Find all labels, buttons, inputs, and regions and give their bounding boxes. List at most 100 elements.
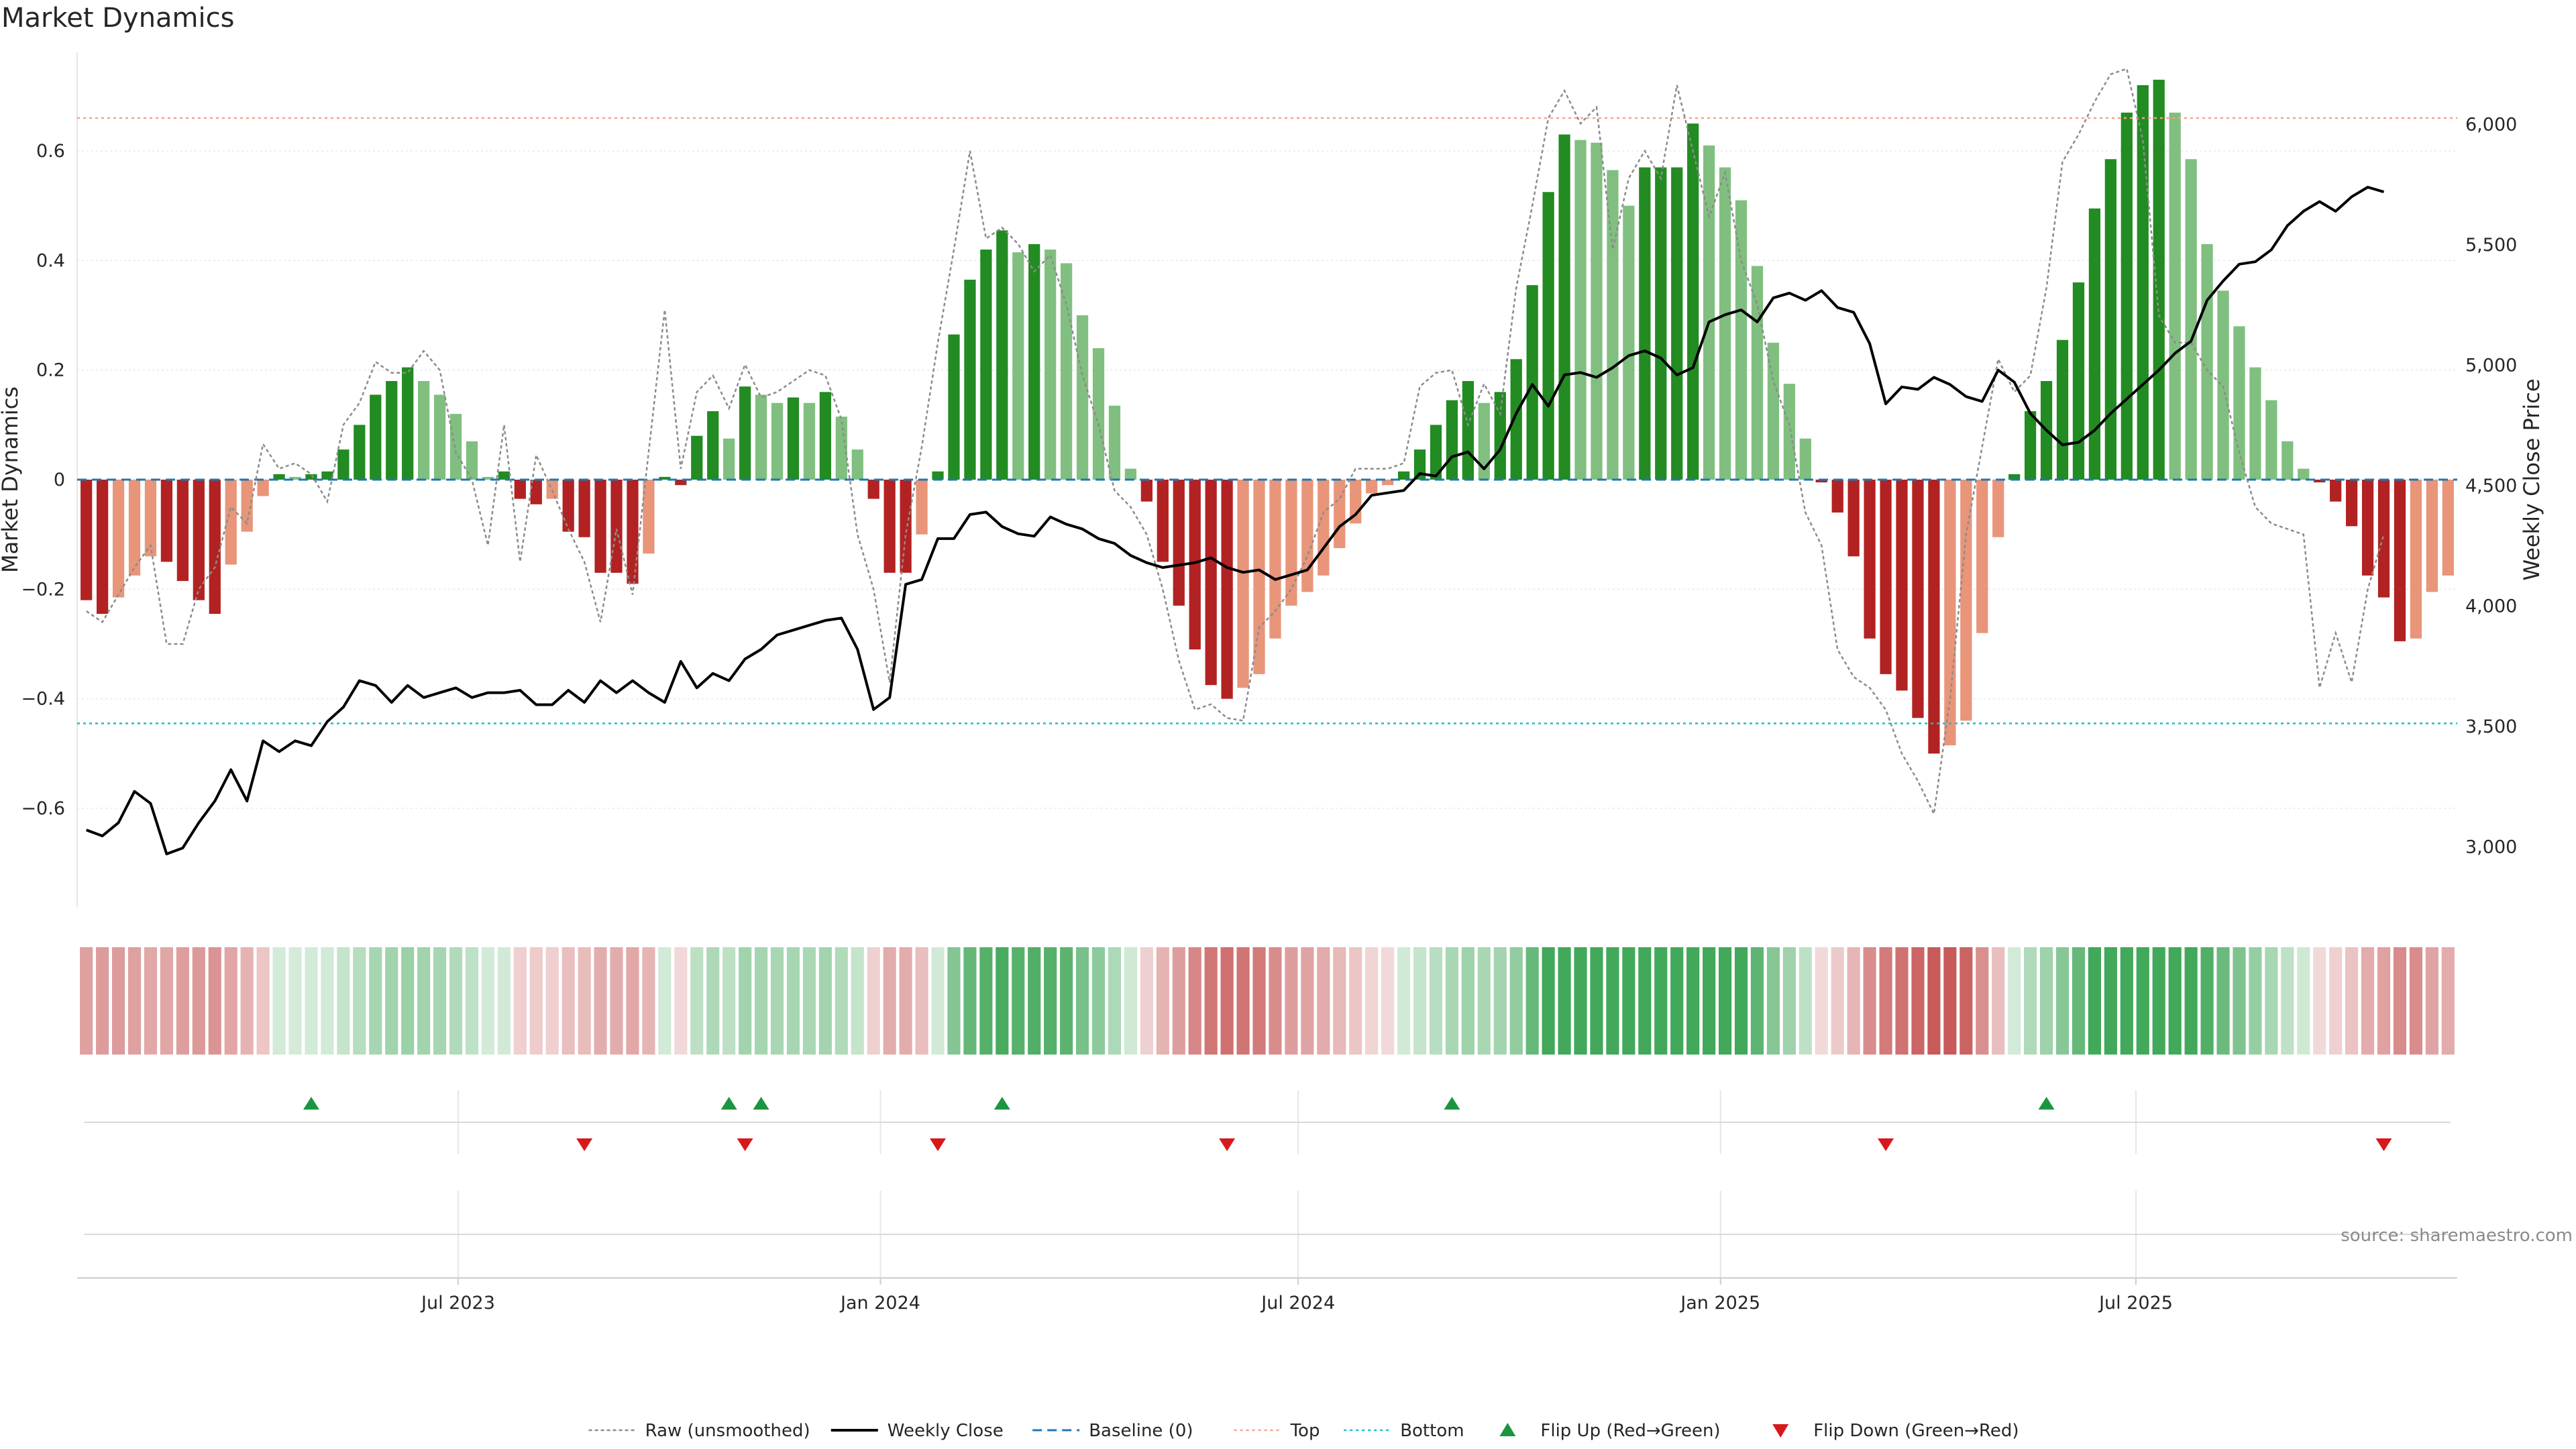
sentiment-cell (1911, 947, 1925, 1055)
momentum-bar (1928, 480, 1940, 754)
sentiment-cell (369, 947, 382, 1055)
sentiment-cell (1686, 947, 1700, 1055)
momentum-bar (771, 402, 784, 480)
momentum-bar (2298, 468, 2310, 480)
momentum-bar (1446, 400, 1458, 480)
momentum-bar (1028, 244, 1040, 480)
sentiment-cell (80, 947, 93, 1055)
momentum-bar (1655, 167, 1667, 480)
y-tick-label: −0.4 (21, 689, 65, 710)
momentum-bar (1382, 480, 1394, 486)
momentum-bar (498, 471, 511, 480)
momentum-bar (1318, 480, 1330, 576)
sentiment-cell (1638, 947, 1652, 1055)
sentiment-cell (385, 947, 398, 1055)
momentum-bar (2345, 480, 2358, 527)
momentum-bar (1397, 471, 1410, 480)
y-tick-label: 0.4 (36, 250, 65, 271)
momentum-bar (2314, 480, 2326, 483)
sentiment-cell (1509, 947, 1523, 1055)
momentum-bar (1124, 468, 1137, 480)
sentiment-cell (1156, 947, 1169, 1055)
momentum-bar (996, 230, 1008, 480)
momentum-bar (1767, 342, 1780, 480)
sentiment-cell (1847, 947, 1860, 1055)
sentiment-cell (224, 947, 237, 1055)
sentiment-cell (305, 947, 318, 1055)
momentum-bar (386, 381, 398, 480)
sentiment-cell (1236, 947, 1250, 1055)
momentum-bar (1366, 480, 1378, 494)
momentum-bar (97, 480, 109, 614)
sentiment-cell (2168, 947, 2182, 1055)
momentum-bar (1944, 480, 1956, 746)
sentiment-cell (883, 947, 896, 1055)
sentiment-cell (1108, 947, 1122, 1055)
momentum-bar (1671, 167, 1683, 480)
sentiment-cell (2329, 947, 2343, 1055)
momentum-bar (1221, 480, 1233, 699)
legend-item-baseline: Baseline (0) (1032, 1421, 1193, 1441)
sentiment-cell (2008, 947, 2021, 1055)
sentiment-cell (1943, 947, 1957, 1055)
sentiment-cell (1976, 947, 1989, 1055)
sentiment-cell (240, 947, 254, 1055)
flip-down-marker (1878, 1138, 1894, 1151)
momentum-bar (1687, 123, 1699, 480)
y-tick-label: 0 (54, 470, 65, 490)
momentum-bar (1639, 167, 1651, 480)
momentum-bar (144, 480, 157, 557)
sentiment-cell (1365, 947, 1379, 1055)
sentiment-cell (1429, 947, 1443, 1055)
momentum-bar (305, 474, 317, 480)
sentiment-cell (529, 947, 543, 1055)
flip-down-marker (576, 1138, 593, 1151)
momentum-bar (2169, 112, 2181, 480)
momentum-bar (1912, 480, 1924, 718)
sentiment-cell (1140, 947, 1153, 1055)
momentum-bar (1607, 170, 1619, 480)
sentiment-cell (1413, 947, 1427, 1055)
sentiment-cell (979, 947, 993, 1055)
y-tick-label: 0.2 (36, 360, 65, 381)
sentiment-cell (160, 947, 174, 1055)
legend-item-flip_down: Flip Down (Green→Red) (1772, 1421, 2019, 1441)
sentiment-cell (1670, 947, 1684, 1055)
sentiment-cell (963, 947, 977, 1055)
momentum-bar (466, 441, 478, 480)
sentiment-cell (481, 947, 495, 1055)
sentiment-cell (465, 947, 479, 1055)
sentiment-cell (1204, 947, 1218, 1055)
raw-series-line (85, 67, 2385, 817)
momentum-bar (1092, 348, 1105, 480)
sentiment-cell (288, 947, 302, 1055)
momentum-bar (675, 480, 687, 486)
sentiment-cell (144, 947, 158, 1055)
momentum-bar (2217, 290, 2229, 480)
sentiment-cell (2104, 947, 2117, 1055)
sentiment-cell (642, 947, 655, 1055)
sentiment-cell (1622, 947, 1635, 1055)
x-tick-label: Jan 2025 (1679, 1293, 1760, 1313)
momentum-bar (2153, 79, 2165, 480)
sentiment-cell (1542, 947, 1555, 1055)
momentum-bar (1269, 480, 1281, 639)
sentiment-cell (1863, 947, 1876, 1055)
sentiment-cell (449, 947, 463, 1055)
sentiment-cell (1188, 947, 1201, 1055)
momentum-bar (1189, 480, 1201, 650)
sentiment-cell (1028, 947, 1041, 1055)
sentiment-cell (353, 947, 366, 1055)
momentum-bar (964, 279, 976, 480)
sentiment-cell (1590, 947, 1603, 1055)
momentum-bar (2088, 208, 2101, 480)
momentum-bar (514, 480, 526, 499)
x-tick-label: Jan 2024 (839, 1293, 920, 1313)
momentum-bar (2008, 474, 2021, 480)
legend-item-flip_up: Flip Up (Red→Green) (1499, 1421, 1721, 1441)
sentiment-cell (626, 947, 639, 1055)
momentum-bar (916, 480, 928, 535)
legend-item-close: Weekly Close (830, 1421, 1004, 1441)
sentiment-cell (112, 947, 125, 1055)
momentum-bar (1510, 359, 1522, 480)
